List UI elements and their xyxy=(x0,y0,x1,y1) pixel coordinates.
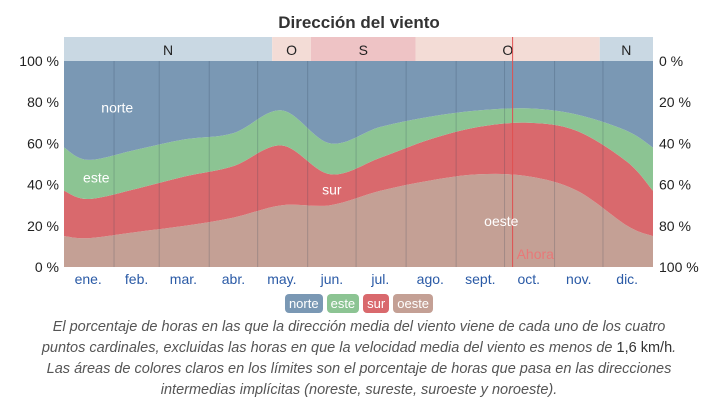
legend: norte este sur oeste xyxy=(0,294,718,313)
direction-band-label-2: S xyxy=(359,42,368,58)
direction-band-0 xyxy=(64,37,273,61)
caption-line-4: intermedias implícitas (noreste, sureste… xyxy=(160,382,558,398)
area-label-sur: sur xyxy=(322,181,342,197)
now-label: Ahora xyxy=(517,246,555,262)
now-marker: Ahora xyxy=(512,37,555,267)
x-tick-1: feb. xyxy=(125,271,148,287)
y-left-tick-2: 40 % xyxy=(27,177,59,193)
caption-line-3: Las áreas de colores claros en los límit… xyxy=(46,361,672,377)
x-tick-10: nov. xyxy=(566,271,591,287)
caption-line-1: El porcentaje de horas en las que la dir… xyxy=(52,319,666,335)
direction-band-label-3: O xyxy=(502,42,513,58)
direction-band-2 xyxy=(310,37,416,61)
area-labels: norte este sur oeste xyxy=(83,99,519,229)
caption-speed-unit: 1,6 km/h xyxy=(616,340,673,356)
legend-item-norte[interactable]: norte xyxy=(284,294,323,313)
y-right-tick-0: 100 % xyxy=(659,259,699,275)
y-axis-right: 100 % 80 % 60 % 40 % 20 % 0 % xyxy=(659,53,699,275)
x-axis-months: ene. feb. mar. abr. may. jun. jul. ago. sept. oct… xyxy=(75,271,638,287)
area-oeste xyxy=(64,173,653,267)
area-norte xyxy=(64,61,653,160)
y-left-tick-4: 80 % xyxy=(27,94,59,110)
chart-title: Dirección del viento xyxy=(278,13,440,32)
x-tick-7: ago. xyxy=(417,271,444,287)
stacked-areas xyxy=(64,61,653,267)
x-tick-11: dic. xyxy=(616,271,638,287)
y-right-tick-2: 60 % xyxy=(659,177,691,193)
y-axis-left: 0 % 20 % 40 % 60 % 80 % 100 % xyxy=(19,53,59,275)
caption-line-2-prefix: puntos cardinales, excluidas las horas e… xyxy=(41,340,617,356)
y-left-tick-1: 20 % xyxy=(27,218,59,234)
x-tick-5: jun. xyxy=(320,271,344,287)
direction-band-3 xyxy=(415,37,600,61)
area-sur xyxy=(64,122,653,239)
x-tick-6: jul. xyxy=(370,271,389,287)
month-gridlines xyxy=(113,61,604,267)
y-right-tick-4: 20 % xyxy=(659,94,691,110)
direction-band-1 xyxy=(272,37,311,61)
y-right-tick-5: 0 % xyxy=(659,53,683,69)
caption-line-2-suffix: . xyxy=(672,340,677,356)
x-tick-0: ene. xyxy=(75,271,102,287)
y-left-tick-3: 60 % xyxy=(27,135,59,151)
y-right-tick-1: 80 % xyxy=(659,218,691,234)
y-right-tick-3: 40 % xyxy=(659,135,691,151)
x-tick-9: oct. xyxy=(517,271,540,287)
direction-band-4 xyxy=(599,37,653,61)
y-left-tick-5: 100 % xyxy=(19,53,59,69)
x-tick-2: mar. xyxy=(170,271,197,287)
direction-band-label-4: N xyxy=(621,42,631,58)
chart-caption: El porcentaje de horas en las que la dir… xyxy=(20,317,698,401)
direction-band-label-0: N xyxy=(163,42,173,58)
area-label-norte: norte xyxy=(101,99,133,115)
area-este xyxy=(64,108,653,200)
legend-item-sur[interactable]: sur xyxy=(363,294,390,313)
x-tick-8: sept. xyxy=(465,271,495,287)
x-tick-3: abr. xyxy=(222,271,245,287)
legend-item-este[interactable]: este xyxy=(326,294,360,313)
y-left-tick-0: 0 % xyxy=(35,259,59,275)
area-label-oeste: oeste xyxy=(484,213,518,229)
legend-item-oeste[interactable]: oeste xyxy=(393,294,434,313)
direction-band-label-1: O xyxy=(286,42,297,58)
x-tick-4: may. xyxy=(267,271,296,287)
area-label-este: este xyxy=(83,170,110,186)
